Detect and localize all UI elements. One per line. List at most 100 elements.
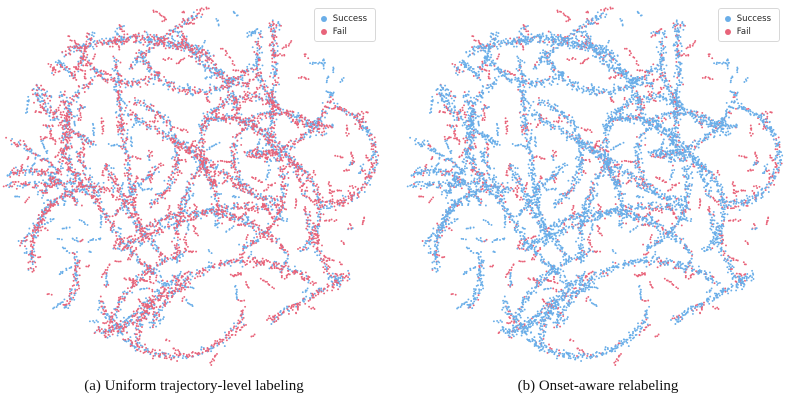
point-fail xyxy=(257,58,260,61)
point-success xyxy=(113,88,116,91)
point-success xyxy=(275,68,278,70)
point-success xyxy=(236,151,239,154)
point-success xyxy=(213,144,216,147)
point-success xyxy=(277,149,280,151)
point-success xyxy=(112,173,115,176)
point-success xyxy=(273,66,276,69)
point-success xyxy=(135,211,138,214)
point-success xyxy=(193,158,196,160)
point-success xyxy=(175,279,178,282)
point-success xyxy=(189,271,192,274)
point-success xyxy=(23,251,26,254)
point-success xyxy=(105,275,108,278)
point-success xyxy=(116,27,119,30)
point-success xyxy=(64,69,67,71)
point-fail xyxy=(190,218,193,221)
point-success xyxy=(69,108,72,111)
point-fail xyxy=(232,258,235,261)
point-success xyxy=(223,214,226,217)
point-success xyxy=(88,59,91,62)
point-success xyxy=(119,193,122,195)
point-success xyxy=(169,257,172,260)
point-success xyxy=(56,117,59,120)
point-success xyxy=(341,194,344,197)
point-fail xyxy=(235,186,238,189)
point-success xyxy=(308,242,310,245)
point-fail xyxy=(328,124,331,127)
point-success xyxy=(67,101,70,104)
point-success xyxy=(129,250,132,253)
point-fail xyxy=(290,116,293,119)
point-success xyxy=(182,255,184,257)
point-success xyxy=(271,97,274,100)
point-success xyxy=(125,318,128,321)
point-success xyxy=(56,187,59,190)
point-success xyxy=(156,316,159,319)
point-success xyxy=(177,91,180,94)
point-success xyxy=(274,51,277,54)
point-fail xyxy=(162,231,165,234)
point-fail xyxy=(153,229,156,232)
point-success xyxy=(79,147,82,150)
point-fail xyxy=(24,239,26,242)
point-fail xyxy=(33,227,36,230)
point-fail xyxy=(220,204,223,207)
point-success xyxy=(164,225,167,228)
point-success xyxy=(259,195,262,197)
point-success xyxy=(70,298,73,301)
point-success xyxy=(113,57,116,60)
point-success xyxy=(98,39,101,42)
point-success xyxy=(156,290,159,293)
point-success xyxy=(217,69,220,72)
point-success xyxy=(100,218,103,220)
point-success xyxy=(243,245,246,248)
point-success xyxy=(288,310,291,312)
point-success xyxy=(219,216,222,219)
point-success xyxy=(174,30,177,33)
point-success xyxy=(102,208,104,211)
point-fail xyxy=(201,272,204,274)
point-success xyxy=(75,255,78,258)
point-success xyxy=(320,287,323,290)
point-success xyxy=(246,151,249,153)
point-success xyxy=(152,172,155,175)
point-success xyxy=(176,239,179,242)
point-success xyxy=(35,186,38,189)
point-success xyxy=(268,267,271,270)
point-fail xyxy=(49,65,52,68)
point-success xyxy=(37,190,40,193)
point-success xyxy=(146,347,149,350)
point-success xyxy=(76,91,79,94)
point-fail xyxy=(241,187,244,190)
point-success xyxy=(206,49,209,52)
point-success xyxy=(316,195,319,198)
point-success xyxy=(132,77,135,80)
point-success xyxy=(196,269,198,271)
point-success xyxy=(124,78,127,81)
point-success xyxy=(148,228,151,231)
point-fail xyxy=(244,263,247,266)
point-success xyxy=(181,357,184,360)
point-fail xyxy=(186,276,189,279)
point-success xyxy=(62,62,65,65)
point-success xyxy=(113,69,116,72)
point-success xyxy=(84,223,86,226)
point-success xyxy=(246,35,249,38)
point-fail xyxy=(276,263,279,266)
point-success xyxy=(169,287,172,290)
point-success xyxy=(273,139,276,142)
point-success xyxy=(270,146,273,149)
point-success xyxy=(27,232,30,235)
point-success xyxy=(161,129,164,132)
point-success xyxy=(66,69,69,72)
point-success xyxy=(93,75,96,78)
point-fail xyxy=(50,63,53,66)
point-success xyxy=(146,33,149,36)
point-success xyxy=(101,37,103,40)
point-success xyxy=(105,277,107,280)
point-success xyxy=(80,219,83,222)
point-success xyxy=(251,46,254,49)
point-success xyxy=(230,114,233,117)
point-success xyxy=(115,89,117,91)
point-success xyxy=(31,173,34,176)
